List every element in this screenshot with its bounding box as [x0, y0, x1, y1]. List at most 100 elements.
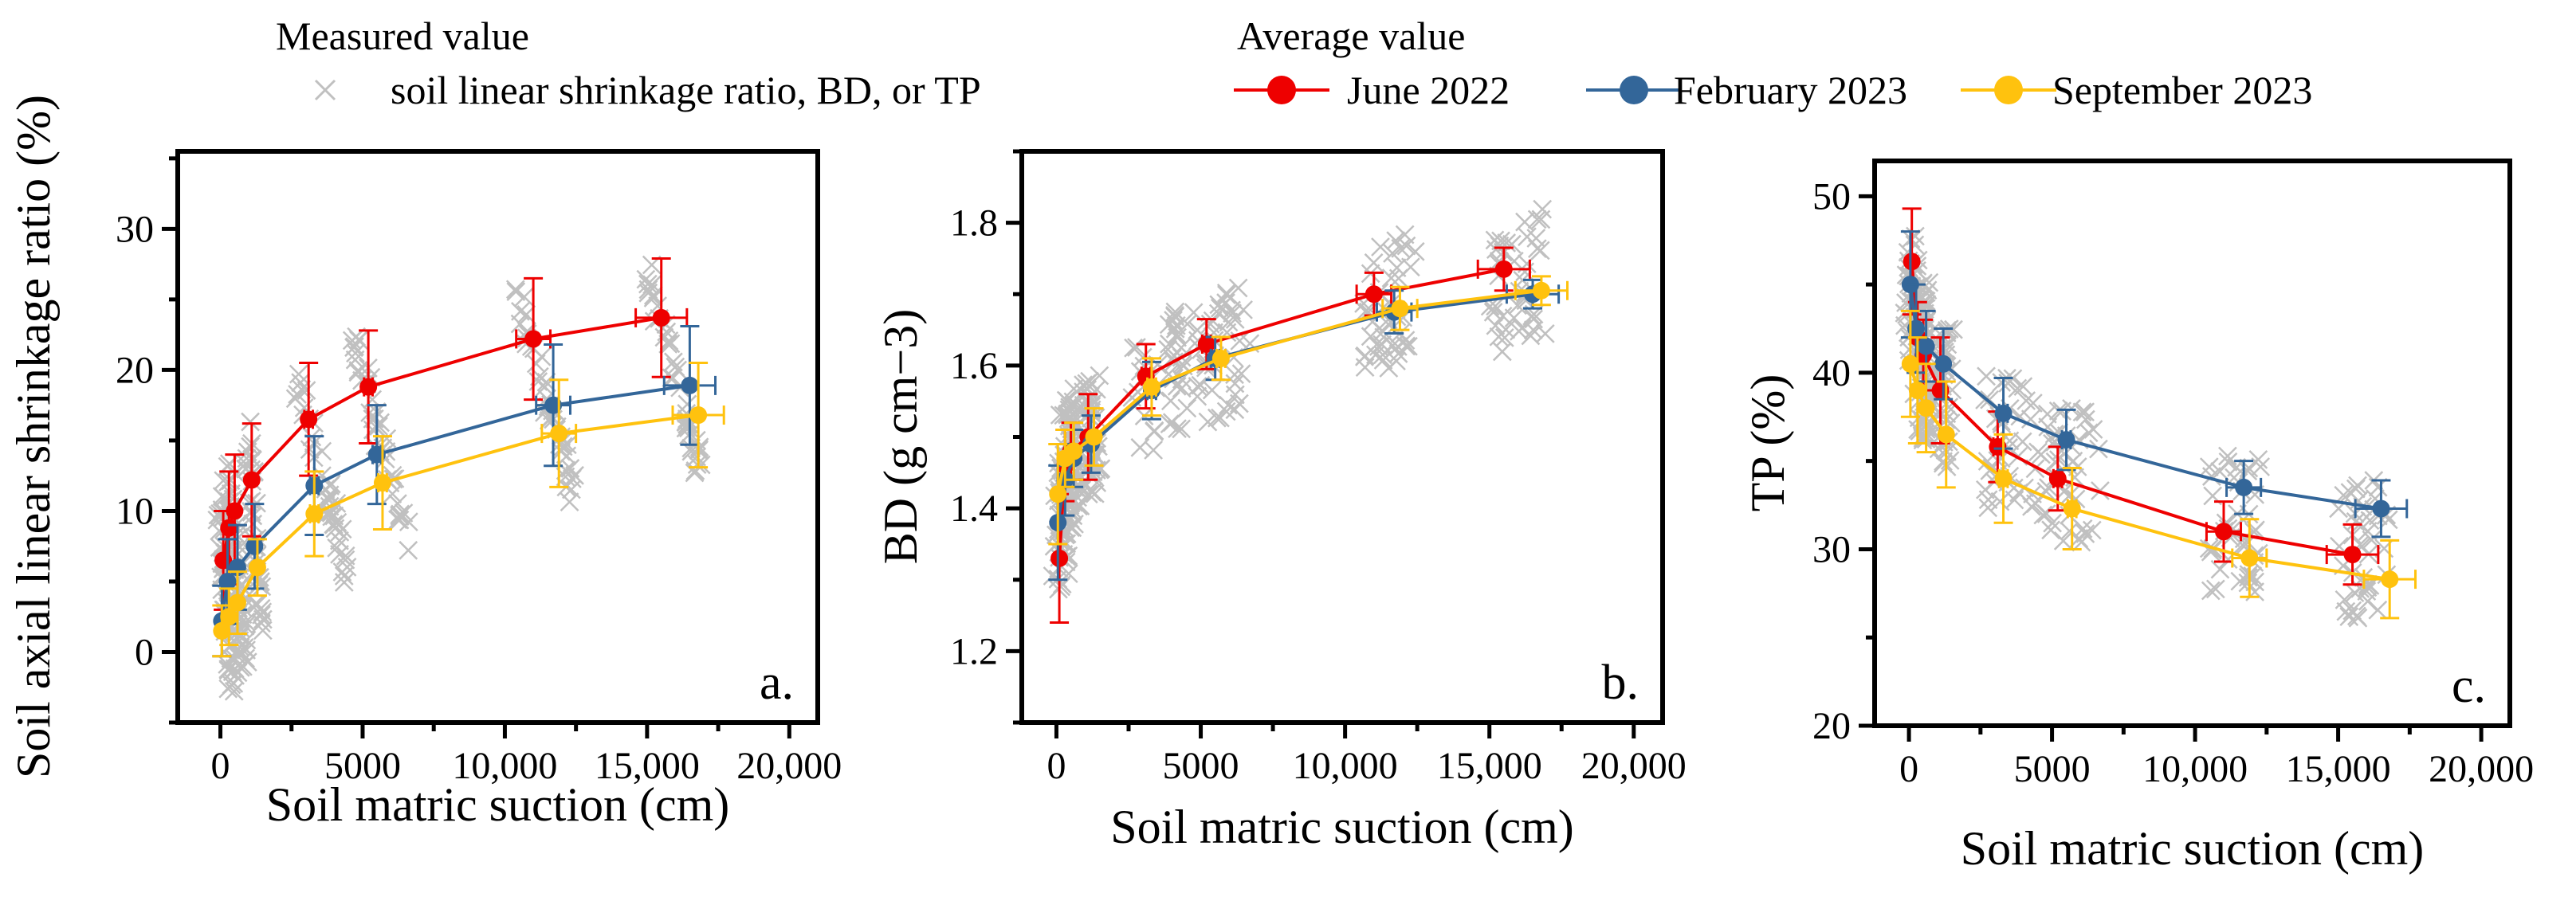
measured-point — [1493, 306, 1513, 326]
y-tick-label: 20 — [116, 349, 154, 391]
measured-point — [248, 594, 267, 614]
x-axis-title: Soil matric suction (cm) — [266, 778, 730, 831]
data-point — [218, 572, 237, 590]
measured-point — [1160, 391, 1180, 411]
measured-point — [1944, 319, 1963, 339]
measured-point — [1207, 408, 1227, 428]
measured-point — [399, 540, 418, 560]
measured-point — [1082, 483, 1102, 503]
data-point — [2381, 570, 2399, 589]
data-point — [1917, 337, 1935, 355]
measured-point — [1533, 199, 1553, 219]
measured-point — [1216, 293, 1235, 312]
measured-point — [345, 337, 364, 357]
measured-point — [1078, 484, 1098, 504]
measured-point — [1216, 401, 1236, 421]
measured-point — [2210, 559, 2230, 579]
data-point — [2214, 523, 2232, 541]
data-point — [373, 474, 391, 492]
data-point — [550, 425, 568, 443]
measured-point — [1399, 336, 1418, 356]
measured-point — [342, 331, 362, 351]
plot-frame — [1019, 149, 1665, 725]
measured-point — [252, 613, 271, 633]
measured-point — [1160, 414, 1180, 433]
measured-point — [1188, 386, 1208, 406]
data-point — [367, 445, 386, 464]
legend-item: February 2023 — [1586, 68, 1907, 112]
data-point — [1050, 549, 1069, 567]
x-tick-label: 20,000 — [736, 745, 842, 787]
panel-a: 0 5000 10,000 15,000 20,000 0 10 20 30 Soil matri… — [7, 95, 842, 831]
measured-point — [2060, 521, 2079, 541]
data-point — [1917, 399, 1935, 417]
measured-point — [2053, 531, 2073, 550]
measured-point — [1230, 394, 1249, 413]
legend-label: September 2023 — [2052, 68, 2312, 112]
y-tick-label: 1.8 — [950, 202, 998, 245]
measured-point — [1228, 278, 1248, 298]
data-point — [1532, 281, 1550, 300]
x-tick-label: 5000 — [1163, 745, 1239, 787]
legend-measured-title: Measured value — [276, 14, 529, 58]
measured-point — [2045, 452, 2065, 472]
measured-point — [1518, 227, 1537, 247]
measured-point — [2230, 571, 2250, 591]
measured-point — [390, 507, 410, 526]
panel-label: b. — [1602, 656, 1639, 710]
plot-frame — [1872, 159, 2512, 728]
series-june-2022 — [1902, 207, 2380, 586]
measured-point — [1978, 490, 1998, 510]
measured-point — [1216, 284, 1236, 303]
measured-point — [2013, 377, 2033, 396]
measured-points — [1895, 226, 2398, 628]
data-point — [1085, 428, 1103, 446]
legend: Measured value soil linear shrinkage rat… — [276, 14, 2312, 112]
measured-point — [1188, 377, 1208, 396]
data-point — [1049, 485, 1067, 503]
y-tick-label: 1.4 — [950, 488, 998, 530]
series-line — [220, 383, 690, 621]
x-tick-label: 10,000 — [452, 745, 557, 787]
x-tick-label: 5000 — [2014, 748, 2091, 790]
measured-point — [1373, 322, 1393, 342]
measured-point — [1144, 441, 1164, 460]
measured-point — [1395, 225, 1415, 245]
measured-point — [2348, 608, 2368, 628]
measured-point — [1231, 364, 1251, 384]
measured-point — [1934, 452, 1953, 472]
legend-label: February 2023 — [1674, 68, 1907, 112]
measured-point — [2048, 401, 2068, 421]
measured-point — [2251, 457, 2271, 476]
data-point — [1937, 425, 1955, 444]
measured-point — [560, 492, 579, 511]
y-tick-label: 0 — [135, 631, 154, 673]
measured-point — [291, 373, 311, 393]
series-line — [220, 413, 699, 632]
measured-point — [324, 515, 344, 535]
data-point — [245, 537, 264, 555]
y-tick-label: 20 — [1812, 705, 1851, 747]
measured-point — [1381, 268, 1401, 288]
measured-point — [2036, 482, 2056, 501]
measured-point — [1383, 335, 1403, 355]
measured-point — [1225, 310, 1245, 329]
measured-point — [2020, 409, 2040, 429]
measured-point — [251, 605, 271, 625]
series-september-2023 — [1900, 309, 2417, 620]
panel-label: c. — [2452, 659, 2486, 713]
y-tick-label: 1.2 — [950, 630, 998, 672]
measured-point — [2346, 479, 2366, 499]
measured-point — [369, 417, 388, 436]
measured-point — [391, 504, 410, 524]
measured-point — [1373, 351, 1393, 370]
measured-point — [328, 512, 348, 532]
measured-point — [1355, 358, 1375, 378]
data-point — [1908, 382, 1926, 400]
legend-measured-marker — [314, 79, 336, 101]
measured-point — [1524, 309, 1544, 329]
measured-point — [288, 385, 307, 404]
measured-point — [2082, 520, 2102, 540]
measured-point — [1209, 295, 1229, 315]
